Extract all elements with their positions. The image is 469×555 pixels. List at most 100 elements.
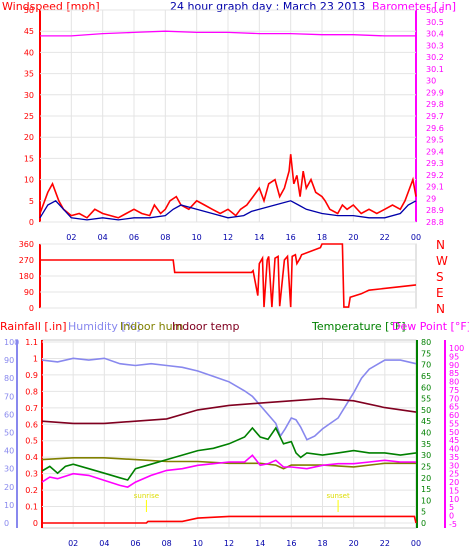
windspeed-tick-label: 0 [29,218,34,227]
barometer-tick-label: 29 [426,194,436,203]
humidity-tick-label: 80 [4,374,14,383]
temperature-axis-label: Temperature [°F] [311,320,406,333]
temperature-tick-label: 0 [421,519,426,528]
rainfall-ticks: 1.1 1 0.9 0.8 0.7 0.6 0.5 0.4 0.3 0.2 0.1 0 [25,338,38,528]
humidity-tick-label: 70 [4,392,14,401]
barometer-tick-label: 30.6 [426,6,444,15]
series-line-indoor-temp [41,397,417,425]
barometer-tick-label: 30.3 [426,41,444,50]
rainfall-tick-label: 0.5 [25,437,38,446]
indoor-hum-label: Indoor hum [120,320,183,333]
barometer-tick-label: 29.5 [426,136,444,145]
compass-label: E [436,286,444,300]
plot1-x-tick: 22 [380,233,390,242]
dew-point-tick-label: 5 [449,503,454,512]
plot1-x-tick: 00 [411,233,421,242]
plot3-x-ticks: 02 04 06 08 10 12 14 16 18 20 22 00 [68,539,421,548]
dew-point-axis-label: Dew Point [°F] [392,320,469,333]
dew-point-tick-label: 100 [449,344,464,353]
dew-point-tick-label: 45 [449,436,459,445]
temperature-tick-label: 25 [421,462,431,471]
plot2-series [40,243,417,308]
rainfall-tick-label: 0.1 [25,503,38,512]
temperature-tick-label: 55 [421,395,431,404]
plot3-x-tick: 18 [317,539,327,548]
dew-point-tick-label: 75 [449,386,459,395]
plot1-x-tick: 14 [254,233,264,242]
barometer-tick-label: 29.1 [426,183,444,192]
series-line-humidity- [41,357,417,441]
humidity-tick-label: 100 [4,338,19,347]
plot3-x-tick: 04 [99,539,109,548]
rainfall-tick-label: 0.8 [25,387,38,396]
dew-point-tick-label: 55 [449,419,459,428]
plot1-x-tick: 04 [98,233,108,242]
humidity-tick-label: 50 [4,429,14,438]
windspeed-axis-label: Windspeed [mph] [2,0,100,13]
dew-point-tick-label: 85 [449,369,459,378]
series-line-indoor-hum [41,456,416,470]
rainfall-tick-label: 0.7 [25,404,38,413]
windspeed-tick-label: 35 [24,70,34,79]
barometer-tick-label: 29.4 [426,147,444,156]
barometer-tick-label: 29.7 [426,112,444,121]
temperature-tick-label: 45 [421,417,431,426]
rainfall-tick-label: 0.3 [25,470,38,479]
barometer-tick-label: 30.5 [426,18,444,27]
dew-point-tick-label: 60 [449,411,459,420]
plot3-x-tick: 10 [193,539,203,548]
plot1-gridlines [40,9,416,223]
windspeed-tick-label: 20 [24,133,34,142]
barometer-tick-label: 29.9 [426,88,444,97]
dew-point-tick-label: 90 [449,361,459,370]
rainfall-tick-label: 0.2 [25,486,38,495]
direction-tick-label: 180 [19,272,34,281]
dew-point-tick-label: 25 [449,470,459,479]
dew-point-tick-label: 65 [449,403,459,412]
plot1-x-tick: 06 [129,233,139,242]
rainfall-axis-label: Rainfall [.in] [0,320,67,333]
windspeed-tick-label: 40 [24,48,34,57]
temperature-tick-label: 10 [421,496,431,505]
barometer-tick-label: 30.1 [426,65,444,74]
dew-point-tick-label: 35 [449,453,459,462]
direction-ticks: 360 270 180 90 0 [19,240,34,313]
humidity-tick-label: 0 [4,519,9,528]
windspeed-tick-label: 10 [24,176,34,185]
dew-point-tick-label: 10 [449,495,459,504]
temperature-tick-label: 50 [421,406,431,415]
sunrise-label: sunrise [134,492,159,500]
compass-label: S [436,270,444,284]
windspeed-tick-label: 50 [24,6,34,15]
barometer-ticks: 30.6 30.5 30.4 30.3 30.2 30.1 30 29.9 29.8 29.7 29… [426,6,444,227]
windspeed-tick-label: 25 [24,112,34,121]
dew-point-tick-label: 15 [449,486,459,495]
series-line-dew-point-f- [41,454,416,488]
direction-tick-label: 90 [24,288,34,297]
windspeed-tick-label: 30 [24,91,34,100]
plot3-x-tick: 00 [411,539,421,548]
rainfall-tick-label: 1.1 [25,338,38,347]
plot1-x-tick: 16 [286,233,296,242]
series-line-average-wind [39,199,417,221]
plot3-x-tick: 22 [380,539,390,548]
rainfall-tick-label: 0 [33,519,38,528]
barometer-tick-label: 28.9 [426,206,444,215]
plot3-x-tick: 16 [286,539,296,548]
compass-label: W [436,254,448,268]
plot1-series [39,30,417,221]
humidity-tick-label: 40 [4,447,14,456]
temperature-tick-label: 65 [421,372,431,381]
dew-point-tick-label: 20 [449,478,459,487]
barometer-tick-label: 29.6 [426,124,444,133]
direction-tick-label: 270 [19,256,34,265]
plot1-x-tick: 08 [160,233,170,242]
barometer-tick-label: 29.8 [426,100,444,109]
rainfall-tick-label: 1 [33,354,38,363]
plot3-x-tick: 14 [255,539,265,548]
dew-point-tick-label: -5 [449,520,457,529]
temperature-tick-label: 40 [421,429,431,438]
